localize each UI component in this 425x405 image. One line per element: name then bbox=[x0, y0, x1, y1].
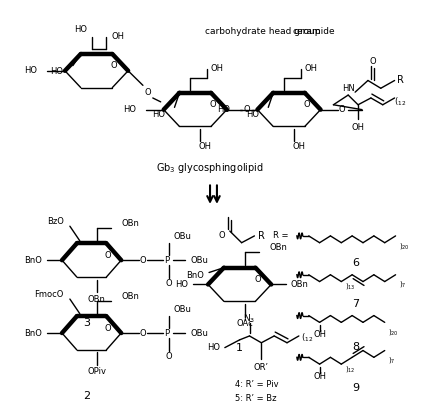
Text: O: O bbox=[210, 100, 216, 109]
Text: OBn: OBn bbox=[121, 219, 139, 228]
Text: 5: R’ = Bz: 5: R’ = Bz bbox=[235, 394, 276, 403]
Text: HO: HO bbox=[50, 67, 63, 76]
Text: O: O bbox=[339, 105, 346, 114]
Text: 8: 8 bbox=[352, 342, 360, 352]
Text: OH: OH bbox=[313, 372, 326, 381]
Text: OBn: OBn bbox=[88, 294, 105, 303]
Text: HO: HO bbox=[246, 110, 259, 119]
Text: O: O bbox=[165, 279, 172, 288]
Text: OH: OH bbox=[313, 330, 326, 339]
Text: HO: HO bbox=[217, 105, 230, 114]
Text: OR’: OR’ bbox=[254, 362, 269, 371]
Text: OBn: OBn bbox=[121, 292, 139, 301]
Text: P: P bbox=[164, 328, 169, 337]
Text: OAc: OAc bbox=[236, 319, 253, 328]
Text: HO: HO bbox=[153, 110, 166, 119]
Text: ($_{12}$: ($_{12}$ bbox=[394, 96, 407, 108]
Text: O: O bbox=[370, 57, 376, 66]
Text: )$_{12}$: )$_{12}$ bbox=[345, 364, 355, 374]
Text: OH: OH bbox=[304, 64, 317, 73]
Text: OBn: OBn bbox=[291, 280, 309, 289]
Text: O: O bbox=[144, 87, 151, 97]
Text: HO: HO bbox=[74, 26, 87, 34]
Text: FmocO: FmocO bbox=[34, 290, 64, 299]
Text: OBu: OBu bbox=[190, 328, 208, 337]
Text: HN: HN bbox=[343, 84, 355, 93]
Text: O: O bbox=[104, 324, 110, 333]
Text: BnO: BnO bbox=[24, 256, 42, 265]
Text: HO: HO bbox=[207, 343, 220, 352]
Text: HO: HO bbox=[176, 280, 188, 289]
Text: )$_{7}$: )$_{7}$ bbox=[399, 279, 406, 290]
Text: 2: 2 bbox=[83, 391, 90, 401]
Text: Gb$_3$ glycosphingolipid: Gb$_3$ glycosphingolipid bbox=[156, 161, 264, 175]
Text: P: P bbox=[164, 256, 169, 265]
Text: )$_{20}$: )$_{20}$ bbox=[399, 241, 409, 251]
Text: HO: HO bbox=[123, 105, 136, 114]
Text: BzO: BzO bbox=[47, 217, 64, 226]
Text: O: O bbox=[243, 105, 250, 114]
Text: O: O bbox=[111, 62, 118, 70]
Text: 7: 7 bbox=[352, 299, 360, 309]
Text: OH: OH bbox=[292, 142, 305, 151]
Text: 6: 6 bbox=[353, 258, 360, 268]
Text: O: O bbox=[218, 231, 225, 241]
Text: OBn: OBn bbox=[269, 243, 287, 252]
Text: R =: R = bbox=[273, 231, 289, 241]
Text: OH: OH bbox=[112, 32, 125, 41]
Text: 4: R’ = Piv: 4: R’ = Piv bbox=[235, 380, 278, 389]
Text: ceramide: ceramide bbox=[292, 28, 335, 36]
Text: O: O bbox=[254, 275, 261, 284]
Text: OBu: OBu bbox=[173, 232, 191, 241]
Text: O: O bbox=[139, 256, 146, 265]
Text: BnO: BnO bbox=[186, 271, 204, 280]
Text: carbohydrate head group: carbohydrate head group bbox=[205, 28, 320, 36]
Text: OH: OH bbox=[210, 64, 224, 73]
Text: )$_{7}$: )$_{7}$ bbox=[388, 355, 395, 365]
Text: O: O bbox=[165, 352, 172, 361]
Text: O: O bbox=[303, 100, 310, 109]
Text: OBu: OBu bbox=[190, 256, 208, 265]
Text: 3: 3 bbox=[83, 318, 90, 328]
Text: OH: OH bbox=[198, 142, 212, 151]
Text: HO: HO bbox=[24, 66, 37, 75]
Text: )$_{13}$: )$_{13}$ bbox=[345, 281, 355, 292]
Text: O: O bbox=[104, 251, 110, 260]
Text: R: R bbox=[397, 75, 404, 85]
Text: 1: 1 bbox=[236, 343, 243, 353]
Text: R: R bbox=[258, 231, 265, 241]
Text: )$_{20}$: )$_{20}$ bbox=[388, 327, 399, 337]
Text: OBu: OBu bbox=[173, 305, 191, 314]
Text: N$_3$: N$_3$ bbox=[244, 312, 256, 325]
Text: BnO: BnO bbox=[24, 328, 42, 337]
Text: O: O bbox=[139, 328, 146, 337]
Text: OPiv: OPiv bbox=[87, 367, 106, 376]
Text: ($_{12}$: ($_{12}$ bbox=[300, 332, 313, 344]
Text: 9: 9 bbox=[352, 384, 360, 393]
Text: OH: OH bbox=[351, 123, 365, 132]
